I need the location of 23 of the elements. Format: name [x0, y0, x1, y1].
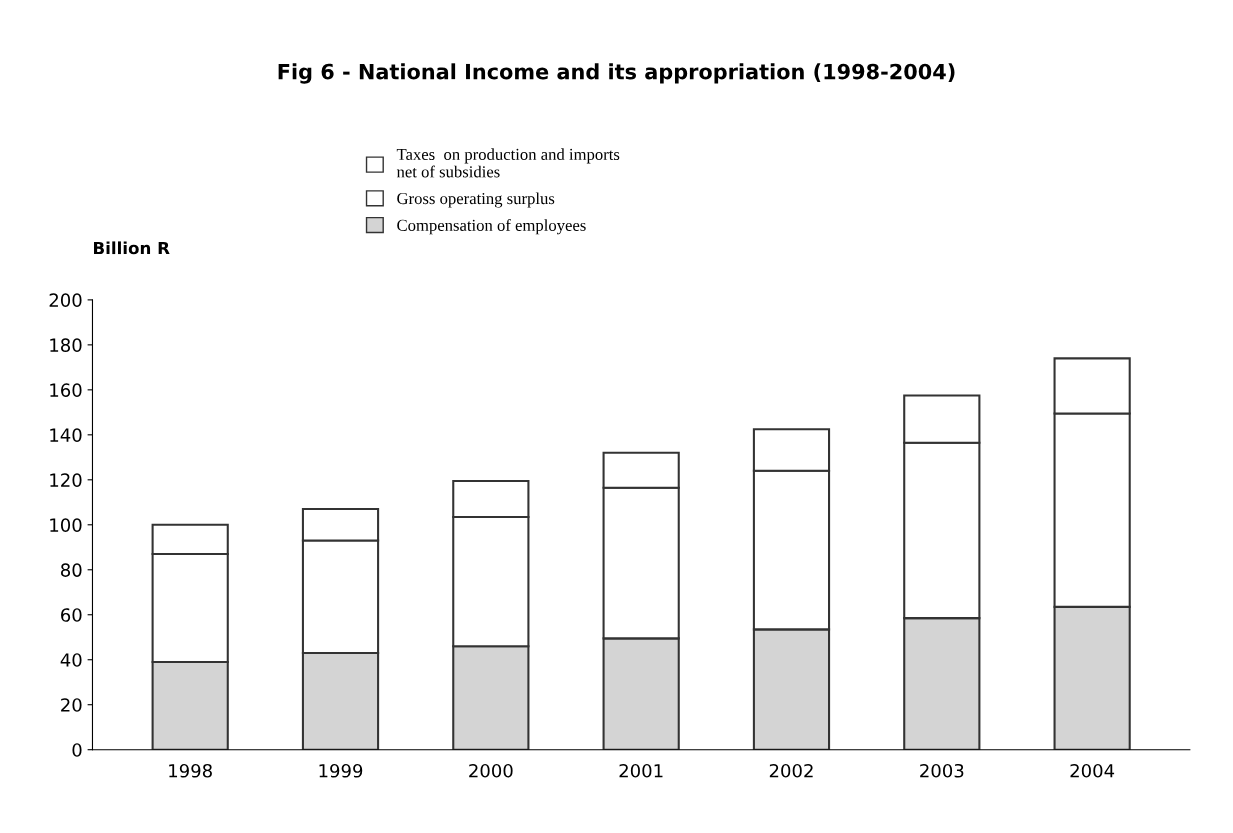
x-tick-label: 2001	[619, 763, 663, 778]
y-tick-label: 80	[61, 563, 82, 577]
x-tick-label: 1998	[169, 763, 212, 778]
x-tick-label: 2004	[1070, 763, 1115, 778]
y-tick-label: 120	[50, 473, 82, 487]
y-tick-label: 180	[50, 338, 82, 352]
y-tick-label: 40	[60, 653, 82, 667]
chart-title: Fig 6 - National Income and its appropriation (1998-2004)	[278, 63, 955, 84]
y-tick-label: 0	[72, 743, 82, 757]
x-tick-label: 2000	[469, 763, 513, 778]
legend-label: Gross operating surplus	[397, 192, 555, 208]
legend-label: Compensation of employees	[397, 219, 586, 235]
y-axis-title: Billion R	[94, 241, 170, 255]
x-tick-label: 2003	[920, 763, 964, 778]
y-tick-label: 140	[50, 428, 82, 442]
y-tick-label: 160	[50, 383, 82, 397]
y-tick-label: 60	[61, 608, 82, 622]
x-tick-label: 2002	[769, 763, 813, 778]
legend-label: Taxes on production and imports net of subsidies	[396, 148, 620, 178]
y-tick-label: 100	[50, 518, 82, 532]
y-tick-label: 200	[49, 293, 82, 307]
y-tick-label: 20	[61, 698, 82, 712]
x-tick-label: 1999	[319, 763, 363, 778]
